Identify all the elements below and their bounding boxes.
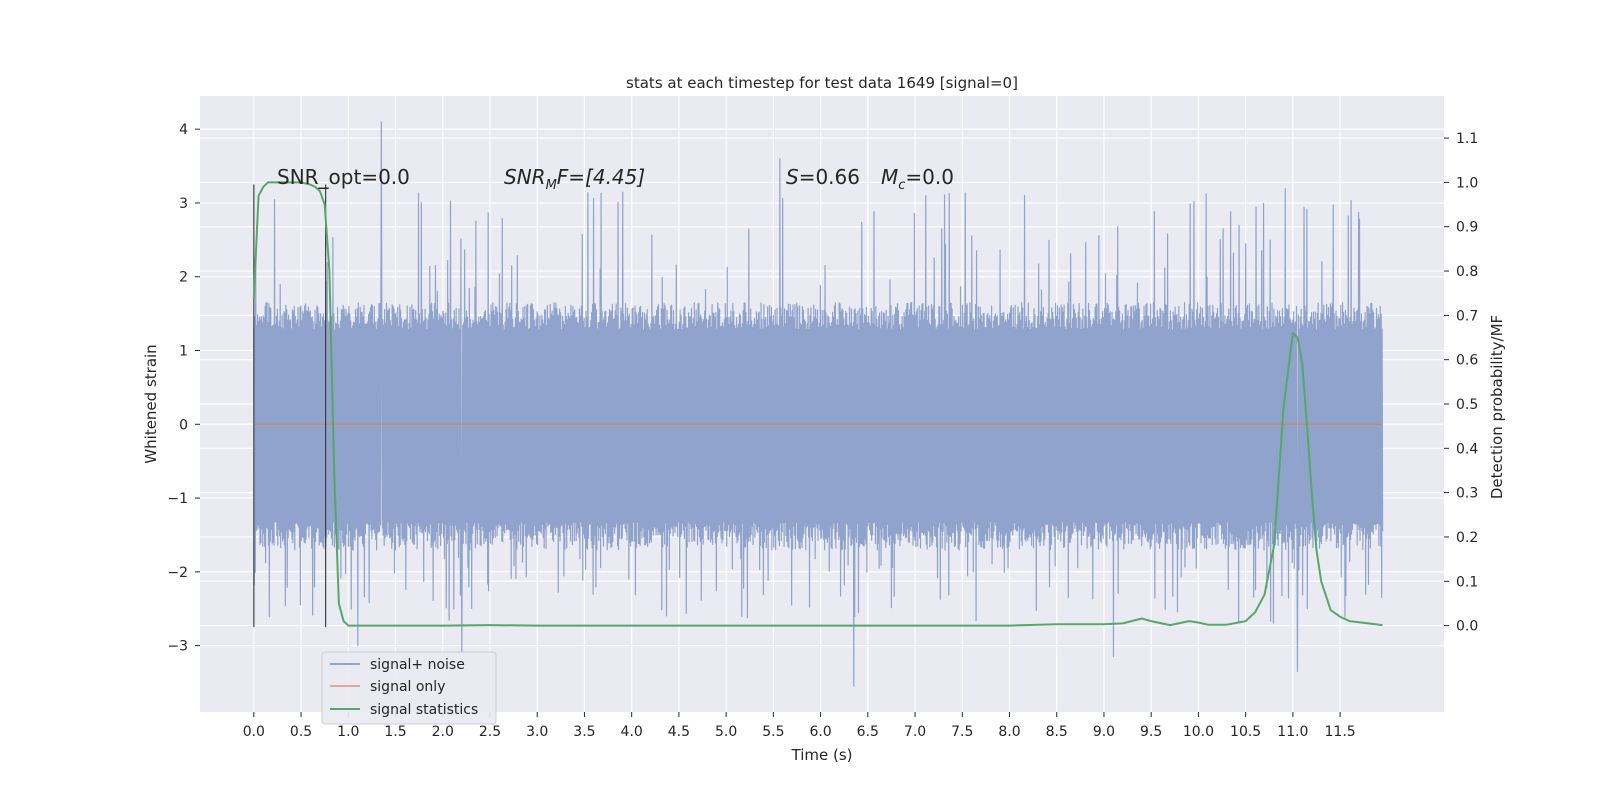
x-tick-label: 5.0 [715, 724, 737, 740]
annotation-s: S=0.66 [786, 165, 860, 189]
annotation-snr-mf: SNRMF=[4.45] [504, 165, 645, 193]
x-tick-label: 2.0 [432, 724, 454, 740]
y-left-axis-ticks: −3 −2 −1 0 1 2 3 4 [167, 122, 200, 655]
y-right-tick-label: 1.0 [1456, 175, 1478, 191]
legend-box [321, 651, 497, 725]
x-tick-label: 1.0 [337, 724, 359, 740]
x-tick-label: 4.5 [668, 724, 690, 740]
y-right-tick-label: 0.8 [1456, 264, 1478, 280]
x-tick-label: 11.5 [1325, 724, 1356, 740]
x-tick-label: 2.5 [479, 724, 501, 740]
x-tick-label: 4.0 [621, 724, 643, 740]
annotation-snr-opt: SNR_opt=0.0 [277, 165, 410, 189]
x-tick-label: 6.0 [809, 724, 831, 740]
y-right-axis-label: Detection probability/MF [1488, 315, 1506, 499]
annotation-s-var: S [786, 165, 799, 189]
legend-label-noise: signal+ noise [370, 657, 465, 673]
legend: signal+ noise signal only signal statist… [321, 651, 497, 725]
y-right-tick-label: 0.1 [1456, 574, 1478, 590]
annotation-s-rest: =0.66 [799, 165, 860, 189]
annotation-snr-mf-var: SNR [504, 165, 546, 189]
y-right-tick-label: 0.4 [1456, 441, 1478, 457]
y-right-tick-label: 0.0 [1456, 619, 1478, 635]
annotation-mc: Mc=0.0 [881, 165, 954, 193]
vertical-markers [253, 184, 327, 628]
x-tick-label: 3.0 [526, 724, 548, 740]
annotation-snr-mf-rest: F=[4.45] [557, 165, 645, 189]
y-left-tick-label: 3 [179, 196, 188, 212]
x-tick-label: 6.5 [857, 724, 879, 740]
x-tick-label: 11.0 [1277, 724, 1308, 740]
annotation-mc-var: M [881, 165, 898, 189]
x-axis-label: Time (s) [791, 746, 853, 764]
noise-trace [253, 121, 1384, 687]
x-tick-label: 5.5 [762, 724, 784, 740]
chart-title: stats at each timestep for test data 164… [626, 74, 1018, 92]
y-right-tick-label: 0.3 [1456, 486, 1478, 502]
y-left-tick-label: −1 [167, 491, 188, 507]
y-right-tick-label: 0.9 [1456, 220, 1478, 236]
x-tick-label: 7.0 [904, 724, 926, 740]
y-right-tick-label: 0.5 [1456, 397, 1478, 413]
y-left-tick-label: −2 [167, 565, 188, 581]
y-right-tick-label: 0.7 [1456, 308, 1478, 324]
statistics-line [252, 181, 1383, 627]
series-signal-plus-noise [253, 121, 1384, 687]
y-left-axis-label: Whitened strain [142, 344, 160, 463]
x-tick-label: 3.5 [573, 724, 595, 740]
annotation-mc-rest: =0.0 [905, 165, 954, 189]
annotation-mc-sub: c [898, 178, 905, 193]
x-tick-label: 9.0 [1093, 724, 1115, 740]
x-tick-label: 0.0 [243, 724, 265, 740]
x-tick-label: 8.0 [998, 724, 1020, 740]
series-signal-statistics [252, 181, 1383, 627]
x-axis-ticks: 0.0 0.5 1.0 1.5 2.0 2.5 3.0 3.5 4.0 4.5 5.0 5.5 6.0 6… [243, 712, 1356, 740]
y-right-tick-label: 0.6 [1456, 353, 1478, 369]
y-right-tick-label: 1.1 [1456, 131, 1478, 147]
x-tick-label: 9.5 [1140, 724, 1162, 740]
x-tick-label: 8.5 [1046, 724, 1068, 740]
x-tick-label: 7.5 [951, 724, 973, 740]
y-left-tick-label: 2 [179, 270, 188, 286]
y-right-axis-ticks: 0.0 0.1 0.2 0.3 0.4 0.5 0.6 0.7 0.8 0.9 1.0 1.1 [1444, 131, 1478, 635]
annotation-snr-mf-sub: M [546, 178, 557, 193]
x-tick-label: 0.5 [290, 724, 312, 740]
y-left-tick-label: 1 [179, 344, 188, 360]
y-right-tick-label: 0.2 [1456, 530, 1478, 546]
legend-label-statistics: signal statistics [370, 702, 478, 718]
y-left-tick-label: 4 [179, 122, 188, 138]
y-left-tick-label: −3 [167, 639, 188, 655]
x-tick-label: 10.5 [1230, 724, 1261, 740]
x-tick-label: 1.5 [384, 724, 406, 740]
x-tick-label: 10.0 [1183, 724, 1214, 740]
legend-label-signal-only: signal only [370, 679, 445, 695]
y-left-tick-label: 0 [179, 417, 188, 433]
